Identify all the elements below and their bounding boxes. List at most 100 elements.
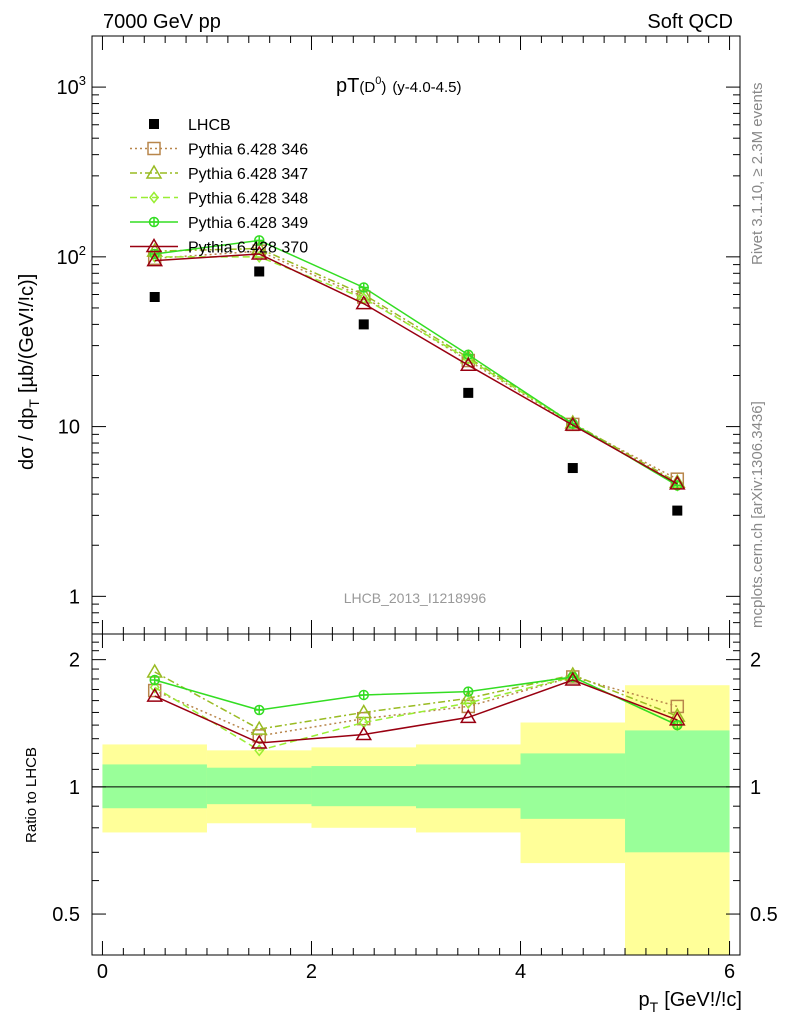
series-4-point-2: [358, 282, 369, 293]
ratio-series-0-point-3: [461, 699, 476, 714]
main-y-axis-label: dσ / dpT [µb/(GeV!/!c)]: [16, 274, 42, 470]
ratio-series-1-line: [154, 671, 678, 730]
x-tick-label-1: 2: [306, 961, 317, 983]
main-y-tick-label-exp-3: 3: [79, 73, 86, 88]
ratio-series-4-line: [154, 679, 678, 744]
ratio-series-4-point-0: [146, 687, 164, 702]
plot-title-particle: D: [364, 79, 375, 96]
ratio-uncertainty-bands: [102, 685, 730, 955]
rivet-version-label: Rivet 3.1.10, ≥ 2.3M events: [749, 83, 766, 266]
ratio-y-axis-label: Ratio to LHCB: [23, 747, 40, 843]
series-3-point-0: [149, 250, 160, 264]
series-3-line: [154, 256, 678, 487]
x-tick-label-0: 0: [97, 961, 108, 983]
plot-title-main: pT: [336, 75, 359, 97]
ratio-y-tick-label-right-0: 0.5: [750, 904, 778, 926]
legend-marker-1: [147, 141, 161, 156]
x-axis-label: pT [GeV!/!c]: [639, 989, 743, 1015]
ratio-series-group: [146, 663, 686, 757]
main-y-axis-label-unit: [µb/(GeV!/!c)]: [16, 274, 38, 393]
ratio-series-3-point-3: [463, 686, 474, 697]
legend-label-0: LHCB: [188, 117, 231, 134]
mcplots-reference-label: mcplots.cern.ch [arXiv:1306.3436]: [749, 401, 766, 628]
ratio-y-tick-label-left-0: 0.5: [52, 904, 80, 926]
ratio-y-tick-label-right-1: 1: [750, 777, 761, 799]
ratio-ticks: 0.5 0.5 1 1 2 2 0 2 4 6: [52, 634, 778, 983]
legend-entry-1: Pythia 6.428 346: [130, 142, 308, 159]
series-0-point-4: [567, 463, 578, 474]
plot-title-particle-sup: 0: [375, 75, 381, 87]
ratio-series-3: [149, 671, 683, 731]
ratio-y-tick-label-right-2: 2: [750, 650, 761, 672]
legend-entry-4: Pythia 6.428 349: [130, 215, 308, 232]
legend-label-2: Pythia 6.428 347: [188, 166, 308, 183]
main-y-tick-label-base-3: 10: [57, 77, 79, 99]
series-2-line: [154, 247, 678, 483]
series-0-point-1: [254, 266, 265, 277]
plot-title-paren-open: (: [359, 79, 364, 96]
plot-title: pT(D0) (y-4.0-4.5): [336, 75, 462, 97]
x-axis-label-sub: T: [650, 999, 659, 1015]
main-series-group: [146, 235, 686, 516]
plot-title-paren-close: ): [381, 79, 386, 96]
main-panel: pT(D0) (y-4.0-4.5) dσ / dpT [µb/(GeV!/!c)]…: [16, 35, 741, 635]
series-1-line: [154, 250, 678, 480]
legend-entry-0: LHCB: [149, 117, 231, 134]
header-energy-label: 7000 GeV pp: [103, 11, 221, 33]
series-2-point-2: [355, 286, 373, 301]
header-category-label: Soft QCD: [647, 11, 733, 33]
ratio-y-tick-label-left-1: 1: [69, 777, 80, 799]
legend-label-5: Pythia 6.428 370: [188, 240, 308, 257]
main-y-tick-label-1: 10: [58, 417, 80, 439]
analysis-tag: LHCB_2013_I1218996: [344, 590, 487, 606]
series-0-point-5: [672, 505, 683, 516]
x-axis-label-main: p: [639, 989, 650, 1011]
green-band-2: [311, 766, 416, 807]
series-5-point-5: [668, 475, 686, 490]
ratio-series-1-point-1: [250, 720, 268, 735]
main-y-tick-label-3: 103: [57, 73, 86, 99]
series-5-point-1: [250, 245, 268, 260]
ratio-series-3-point-1: [253, 704, 265, 716]
main-y-tick-label-2: 102: [57, 243, 86, 269]
legend-marker-5: [145, 238, 163, 253]
ratio-series-2-point-0: [149, 681, 160, 694]
main-y-axis-label-sub: T: [26, 399, 42, 408]
series-0-point-2: [358, 319, 369, 330]
series-5-point-0: [146, 252, 164, 267]
series-2: [146, 240, 686, 489]
ratio-y-tick-label-left-2: 2: [69, 650, 80, 672]
x-tick-label-3: 6: [724, 961, 735, 983]
plot-title-range: (y-4.0-4.5): [392, 79, 461, 96]
green-band-4: [520, 753, 626, 819]
ratio-series-3-point-2: [358, 689, 369, 701]
main-y-axis-label-main: dσ / dp: [16, 408, 38, 470]
legend-label-4: Pythia 6.428 349: [188, 215, 308, 232]
series-5-line: [154, 253, 678, 485]
legend-label-1: Pythia 6.428 346: [188, 142, 308, 159]
x-tick-label-2: 4: [515, 961, 526, 983]
legend-entry-3: Pythia 6.428 348: [130, 191, 308, 208]
green-band-3: [416, 764, 521, 809]
ratio-series-4: [146, 671, 686, 749]
series-5: [146, 245, 686, 490]
ratio-series-4-point-1: [250, 734, 268, 749]
series-4-line: [154, 239, 678, 487]
ratio-series-4-point-2: [355, 726, 373, 741]
main-y-tick-label-exp-2: 2: [79, 243, 86, 258]
legend-marker-2: [145, 164, 163, 179]
green-band-0: [102, 764, 207, 809]
series-5-point-2: [355, 295, 373, 310]
ratio-series-2-point-3: [463, 696, 474, 710]
series-3: [149, 250, 683, 492]
series-1: [147, 244, 685, 486]
legend-entry-2: Pythia 6.428 347: [130, 164, 308, 183]
series-4-point-1: [253, 235, 265, 246]
ratio-series-4-point-3: [459, 708, 477, 724]
main-y-tick-label-base-2: 10: [57, 247, 79, 269]
ratio-series-3-line: [154, 676, 678, 726]
legend-marker-4: [148, 216, 160, 228]
green-band-1: [206, 767, 312, 805]
